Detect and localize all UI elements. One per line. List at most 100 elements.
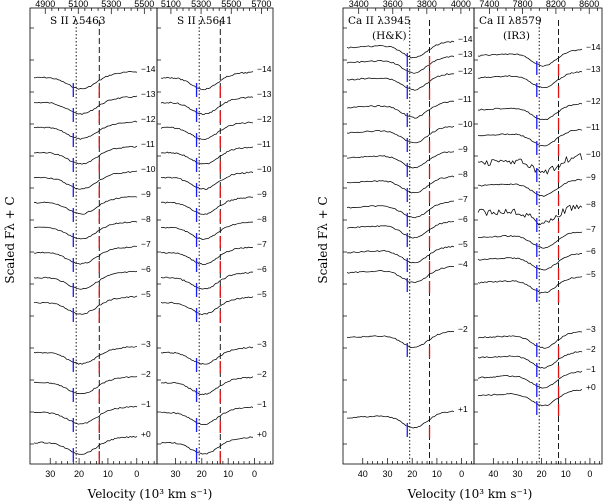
spectrum-line	[346, 175, 455, 194]
bottom-tick-label: 0	[252, 469, 257, 479]
bottom-tick-label: 40	[358, 469, 368, 479]
spectrum-line	[346, 125, 455, 144]
spectrum-line	[347, 410, 455, 429]
x-axis-title-right: Velocity (10³ km s⁻¹)	[407, 487, 533, 501]
top-tick-label: 8600	[579, 0, 599, 9]
panel-frame-1	[156, 7, 274, 465]
spectrum-line	[33, 221, 138, 240]
bottom-tick-label: 10	[432, 469, 442, 479]
spectrum-line	[160, 71, 254, 91]
spectrum-line	[33, 295, 138, 315]
spectrum-line	[160, 196, 254, 215]
top-tick-label: 3600	[383, 0, 403, 9]
bottom-tick-label: 10	[103, 469, 113, 479]
epoch-label: −7	[458, 194, 468, 204]
epoch-label: −13	[586, 64, 601, 74]
top-tick-label: 4900	[35, 0, 55, 9]
tick-labels: 4900 5100 5300 5500 30 20 10 0 S II λ5463 −14 −13 −…	[35, 0, 600, 479]
panel-frame-3	[473, 7, 603, 465]
panel-subtitle: (IR3)	[503, 30, 530, 42]
spectrum-line	[477, 102, 583, 121]
spectrum-line	[33, 120, 138, 140]
top-tick-label: 5100	[161, 0, 181, 9]
spectrum-line	[33, 345, 138, 365]
epoch-label: −7	[257, 239, 267, 249]
epoch-label: −3	[586, 324, 596, 334]
epoch-label: −11	[257, 139, 271, 149]
epoch-label: −14	[141, 64, 156, 74]
top-tick-label: 7800	[513, 0, 533, 9]
epoch-label: −13	[257, 89, 272, 99]
panel-title: Ca II λ8579	[479, 15, 542, 27]
spectrum-line	[33, 270, 138, 290]
spectrum-line	[33, 405, 138, 425]
panel-frame-0	[29, 7, 158, 465]
spectrum-line	[161, 221, 254, 241]
y-axis-title-right: Scaled Fλ + C	[316, 196, 330, 283]
epoch-label: −8	[458, 169, 468, 179]
epoch-label: −3	[257, 339, 267, 349]
epoch-label: −6	[141, 264, 151, 274]
epoch-label: −6	[586, 246, 596, 256]
panel-title: Ca II λ3945	[348, 15, 411, 27]
top-tick-label: 5500	[221, 0, 241, 9]
spectrum-line	[477, 204, 583, 226]
top-tick-label: 3800	[417, 0, 437, 9]
top-tick-label: 8200	[546, 0, 566, 9]
spectrum-line	[160, 246, 254, 265]
epoch-label: −14	[458, 34, 473, 44]
spectrum-line	[33, 170, 138, 190]
epoch-label: +1	[458, 404, 468, 414]
spectrum-line	[33, 196, 138, 215]
spectra	[33, 40, 583, 455]
spectrum-line	[477, 231, 583, 249]
spectrum-line	[346, 55, 455, 74]
bottom-tick-label: 30	[170, 469, 180, 479]
epoch-label: −2	[141, 369, 151, 379]
spectrum-line	[160, 346, 254, 365]
epoch-label: −8	[257, 214, 267, 224]
spectrum-line	[33, 436, 138, 455]
spectrum-line	[160, 146, 254, 165]
spectrum-line	[160, 271, 254, 290]
spectrum-line	[346, 100, 455, 119]
bottom-tick-label: 40	[488, 469, 498, 479]
spectrum-line	[477, 350, 583, 369]
epoch-label: −1	[141, 399, 151, 409]
spectrum-line	[160, 121, 254, 140]
epoch-label: +0	[141, 429, 151, 439]
spectrum-line	[346, 266, 455, 284]
y-axis-title-left: Scaled Fλ + C	[3, 196, 17, 283]
epoch-label: −9	[141, 189, 151, 199]
top-tick-label: 3400	[349, 0, 369, 9]
bottom-tick-label: 20	[197, 469, 207, 479]
top-tick-label: 7400	[479, 0, 499, 9]
spectrum-line	[160, 171, 254, 190]
bottom-tick-label: 20	[74, 469, 84, 479]
epoch-label: −5	[458, 239, 468, 249]
bottom-tick-label: 30	[512, 469, 522, 479]
epoch-label: −12	[458, 66, 473, 76]
epoch-label: −11	[141, 139, 155, 149]
panel-frames	[29, 7, 603, 465]
epoch-label: −8	[141, 214, 151, 224]
spectrum-line	[33, 95, 138, 115]
bottom-tick-label: 30	[45, 469, 55, 479]
spectrum-line	[33, 376, 138, 395]
spectrum-line	[478, 71, 583, 88]
epoch-label: −14	[586, 42, 601, 52]
top-tick-label: 5300	[191, 0, 211, 9]
bottom-tick-label: 20	[407, 469, 417, 479]
epoch-label: −13	[141, 89, 156, 99]
spectrum-line	[477, 178, 583, 197]
bottom-tick-label: 0	[134, 469, 139, 479]
spectrum-line	[346, 151, 455, 169]
panel-title: S II λ5463	[50, 15, 106, 27]
top-tick-label: 5500	[134, 0, 154, 9]
epoch-label: −7	[586, 224, 596, 234]
x-axis-title-left: Velocity (10³ km s⁻¹)	[87, 487, 213, 501]
epoch-label: −3	[141, 339, 151, 349]
epoch-label: −2	[586, 344, 596, 354]
spectrum-line	[346, 200, 455, 219]
